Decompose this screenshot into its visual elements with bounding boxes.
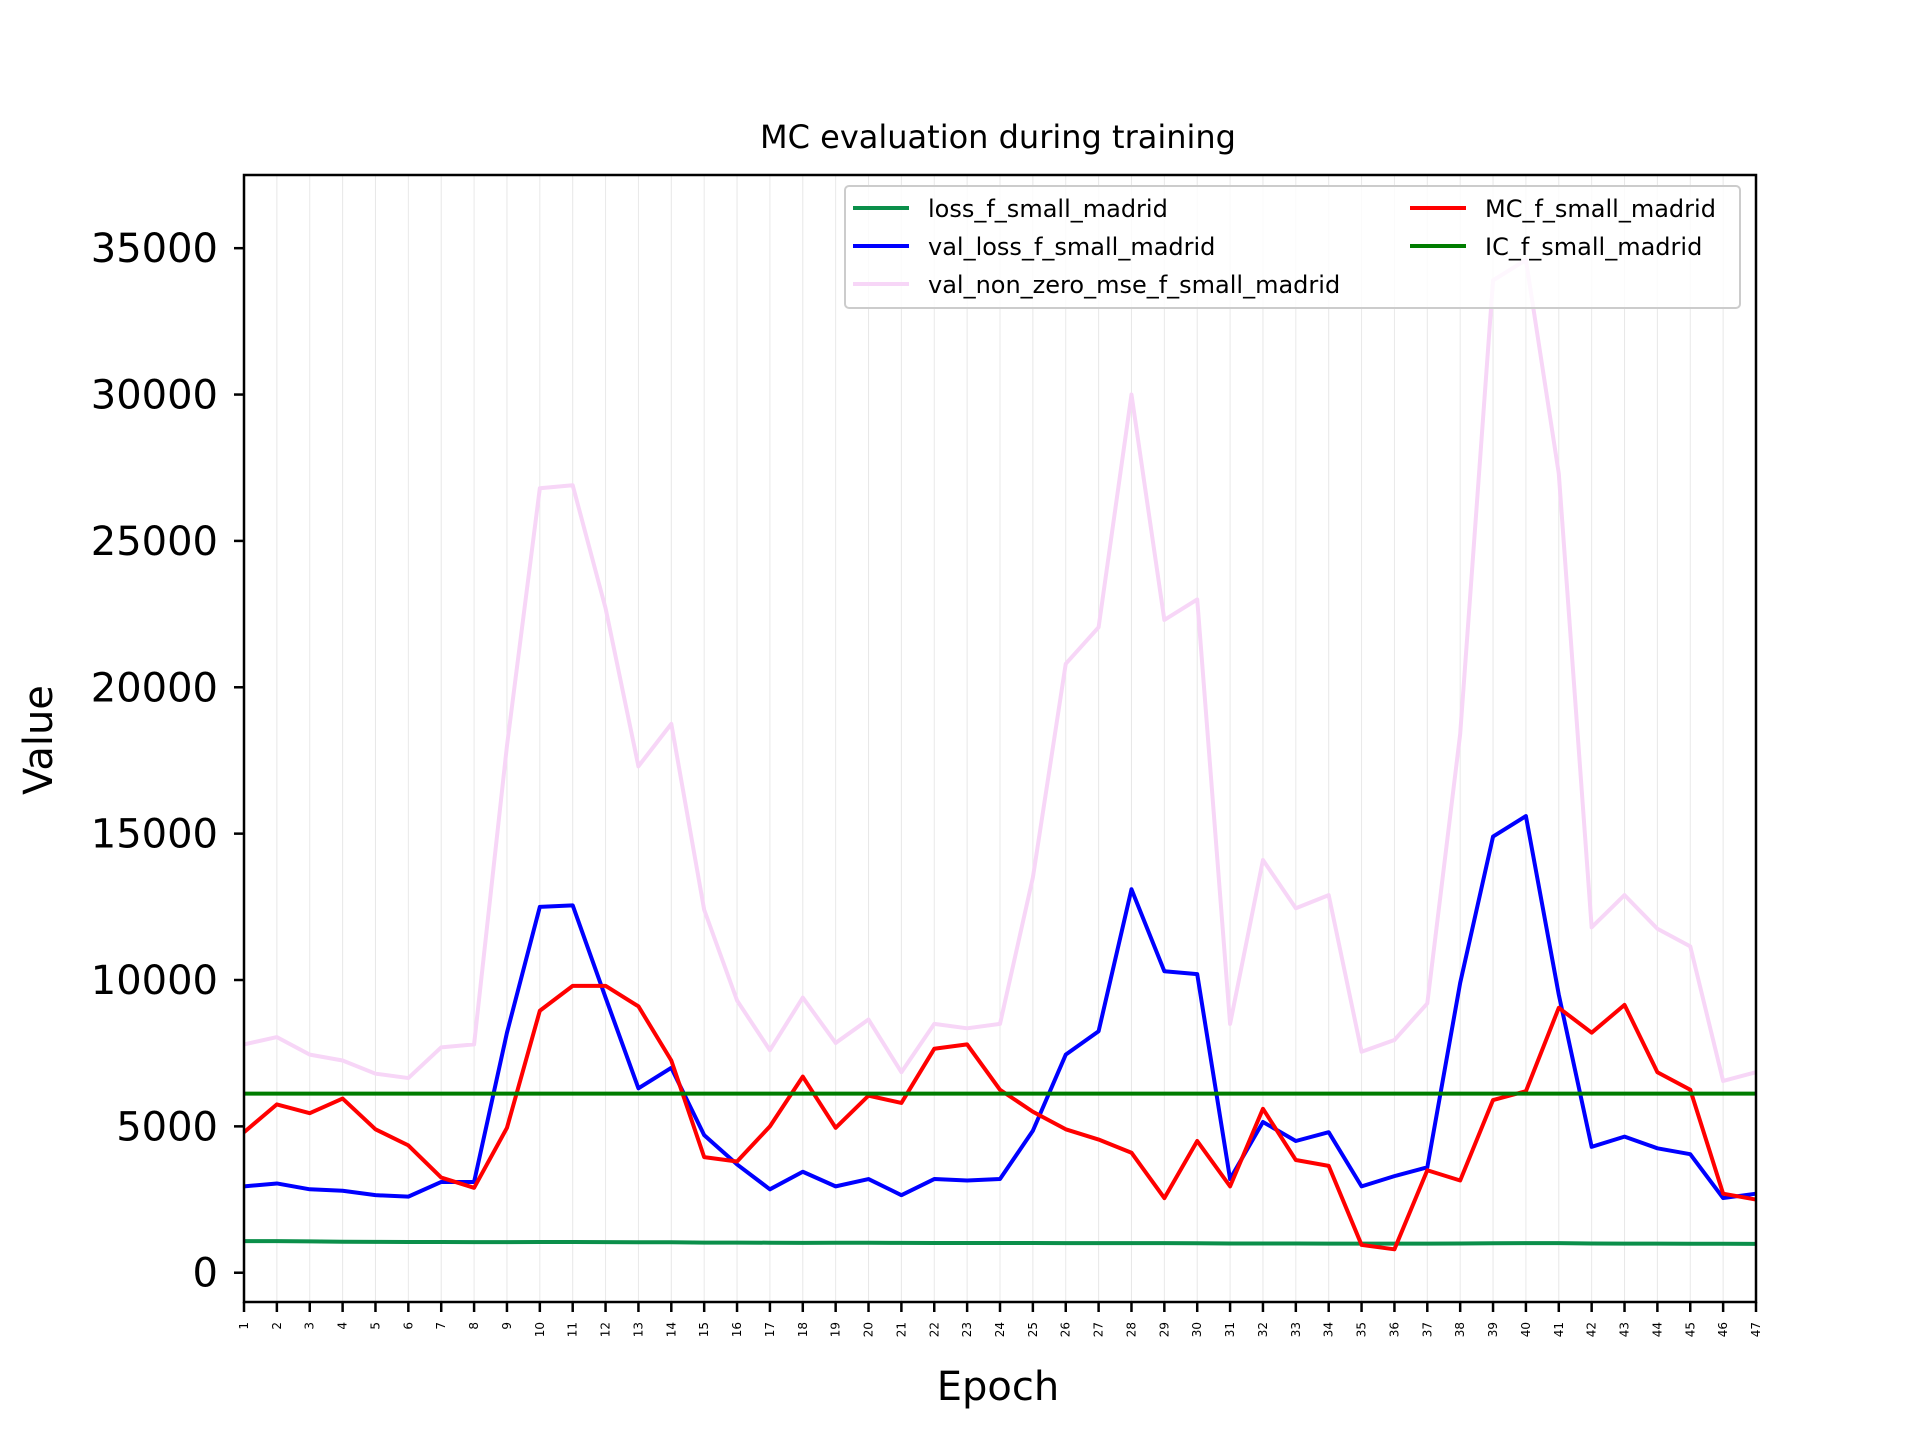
x-tick-label-7: 7 — [434, 1322, 448, 1330]
x-tick-label-19: 19 — [829, 1322, 843, 1337]
legend-label-1: loss_f_small_madrid — [928, 195, 1168, 223]
x-tick-label-23: 23 — [960, 1322, 974, 1337]
x-tick-label-44: 44 — [1650, 1322, 1664, 1337]
y-tick-label-5: 20000 — [91, 665, 218, 711]
x-tick-label-1: 1 — [237, 1322, 251, 1330]
x-tick-label-31: 31 — [1223, 1322, 1237, 1337]
x-tick-label-11: 11 — [566, 1322, 580, 1337]
x-tick-label-38: 38 — [1453, 1322, 1467, 1337]
x-tick-label-8: 8 — [467, 1322, 481, 1330]
x-tick-label-47: 47 — [1749, 1322, 1763, 1337]
x-tick-label-13: 13 — [631, 1322, 645, 1337]
series-line-4 — [242, 983, 1757, 1252]
x-tick-label-14: 14 — [664, 1322, 678, 1337]
x-tick-label-22: 22 — [927, 1322, 941, 1337]
x-tick-label-24: 24 — [993, 1322, 1007, 1337]
grid-lines — [243, 175, 1757, 1302]
x-tick-label-9: 9 — [500, 1322, 514, 1330]
x-tick-label-4: 4 — [336, 1322, 350, 1330]
series-lines — [242, 257, 1757, 1252]
y-tick-label-2: 5000 — [116, 1104, 218, 1150]
x-tick-label-25: 25 — [1026, 1322, 1040, 1337]
x-tick-label-46: 46 — [1716, 1322, 1730, 1337]
x-tick-label-2: 2 — [270, 1322, 284, 1330]
x-tick-label-37: 37 — [1420, 1322, 1434, 1337]
x-tick-label-33: 33 — [1289, 1322, 1303, 1337]
x-tick-label-45: 45 — [1683, 1322, 1697, 1337]
y-tick-label-6: 25000 — [91, 519, 218, 565]
y-tick-label-4: 15000 — [91, 812, 218, 858]
x-tick-label-5: 5 — [368, 1322, 382, 1330]
x-tick-label-21: 21 — [894, 1322, 908, 1337]
x-tick-label-26: 26 — [1059, 1322, 1073, 1337]
x-tick-label-32: 32 — [1256, 1322, 1270, 1337]
x-tick-label-17: 17 — [763, 1322, 777, 1337]
x-tick-label-43: 43 — [1618, 1322, 1632, 1337]
series-line-1 — [244, 1239, 1757, 1246]
x-tick-label-39: 39 — [1486, 1322, 1500, 1337]
series-line-2 — [243, 814, 1757, 1201]
y-axis-label: Value — [16, 685, 62, 795]
x-tick-label-40: 40 — [1519, 1322, 1533, 1337]
x-tick-label-18: 18 — [796, 1322, 810, 1337]
x-tick-label-34: 34 — [1322, 1322, 1336, 1337]
y-tick-label-1: 0 — [193, 1251, 218, 1297]
x-tick-label-6: 6 — [401, 1322, 415, 1330]
x-tick-label-15: 15 — [697, 1322, 711, 1337]
y-tick-label-3: 10000 — [91, 958, 218, 1004]
y-tick-label-8: 35000 — [91, 226, 218, 272]
x-tick-label-29: 29 — [1157, 1322, 1171, 1337]
x-axis-label: Epoch — [937, 1364, 1059, 1410]
x-tick-label-35: 35 — [1355, 1322, 1369, 1337]
chart-title: MC evaluation during training — [760, 118, 1236, 156]
legend-label-4: MC_f_small_madrid — [1485, 195, 1716, 223]
x-tick-label-16: 16 — [730, 1322, 744, 1337]
legend-box — [844, 185, 1741, 309]
x-tick-label-12: 12 — [599, 1322, 613, 1337]
legend-label-3: val_non_zero_mse_f_small_madrid — [928, 271, 1340, 299]
x-tick-label-36: 36 — [1387, 1322, 1401, 1337]
x-tick-label-10: 10 — [533, 1322, 547, 1337]
x-tick-label-20: 20 — [862, 1322, 876, 1337]
x-tick-label-42: 42 — [1585, 1322, 1599, 1337]
x-tick-label-30: 30 — [1190, 1322, 1204, 1337]
x-tick-label-41: 41 — [1552, 1322, 1566, 1337]
x-tick-label-3: 3 — [303, 1322, 317, 1330]
legend-label-2: val_loss_f_small_madrid — [928, 233, 1215, 261]
y-axis: 0 5000 10000 15000 20000 25000 30000 35000 — [91, 226, 244, 1297]
x-axis: 1 2 3 4 5 6 7 8 9 10 11 12 13 14 15 16 17 18 19 20 21 22 23 24 2… — [237, 1302, 1763, 1337]
y-tick-label-7: 30000 — [91, 373, 218, 419]
x-tick-label-28: 28 — [1124, 1322, 1138, 1337]
legend: loss_f_small_madrid val_loss_f_small_madr… — [844, 185, 1741, 309]
x-tick-label-27: 27 — [1092, 1322, 1106, 1337]
legend-label-5: IC_f_small_madrid — [1485, 233, 1702, 261]
